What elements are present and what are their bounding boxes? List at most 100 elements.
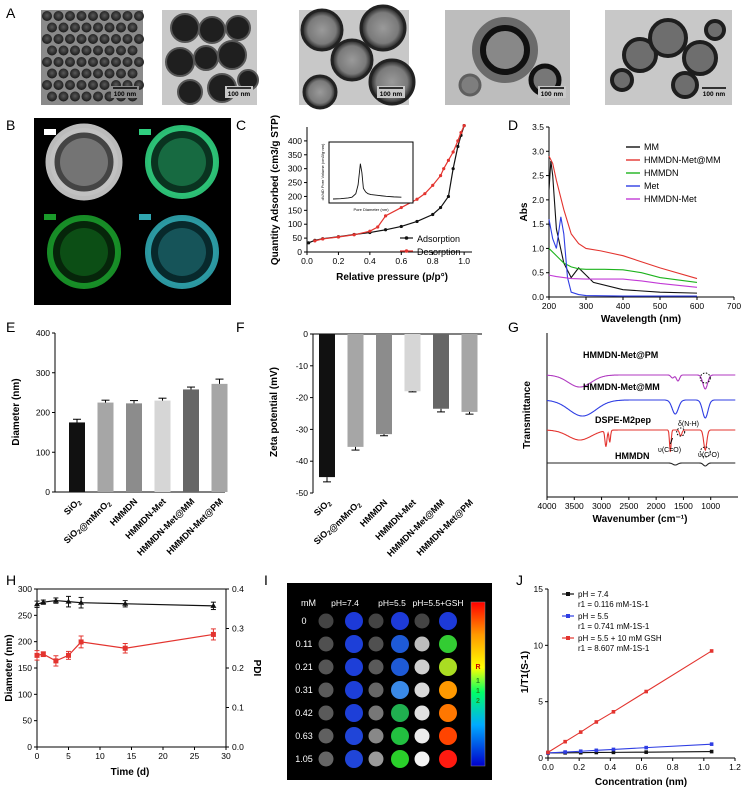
eds-particle-core: [60, 228, 108, 276]
x-tick-label: 1.0: [458, 256, 470, 266]
x-tick-label: HMMDN-Met@PM: [165, 496, 225, 556]
data-point: [546, 750, 550, 755]
phantom-well: [414, 613, 430, 629]
x-tick-label: 0: [35, 751, 40, 761]
x-tick-label: 2000: [647, 501, 666, 511]
nanoparticle: [111, 34, 121, 44]
panel-C-chart: 0.0 0.2 0.4 0.6 0.8 1.0 0 50 100 150 200 250 300 350 4…: [270, 115, 472, 283]
nanoparticle: [58, 22, 69, 33]
y-tick-label: 0: [538, 753, 543, 763]
hollow-nanoparticle: [302, 74, 338, 110]
phantom-well: [391, 704, 409, 722]
nanoparticle: [134, 11, 144, 21]
data-point: [438, 174, 443, 178]
panel-label-G: G: [508, 319, 519, 335]
nanoparticle: [99, 11, 110, 21]
data-point: [122, 600, 129, 606]
nanoparticle: [104, 22, 115, 33]
data-point: [210, 631, 216, 637]
panel-label-I: I: [264, 572, 268, 588]
y-axis-title: Diameter (nm): [4, 634, 15, 701]
annotation-label: δ(N-H): [678, 421, 699, 428]
scale-bar-label: 100 nm: [541, 91, 564, 98]
phantom-well: [391, 658, 409, 676]
panel-label-A: A: [6, 5, 16, 21]
y-tick-label: 0.0: [232, 742, 244, 752]
nanoparticle: [70, 91, 80, 102]
scale-bar-label: 100 nm: [703, 91, 726, 98]
nanoparticle: [225, 15, 251, 41]
condition-label: pH=5.5: [378, 598, 406, 608]
nanoparticle: [76, 34, 87, 44]
phantom-well: [345, 727, 363, 745]
x-tick-label: 0.8: [667, 762, 679, 772]
legend-label: pH = 5.5: [578, 612, 609, 621]
y-axis-title: 1/T1(S-1): [520, 651, 531, 693]
phantom-well: [391, 681, 409, 699]
phantom-well: [318, 705, 334, 721]
nanoparticle: [116, 68, 126, 79]
phantom-well: [318, 728, 334, 744]
series-line-hmmdn-met: [548, 274, 698, 288]
y-tick-label: 1.5: [532, 219, 544, 229]
bar: [97, 402, 114, 492]
nanoparticle: [127, 68, 138, 79]
tem-image-1: 100 nm: [41, 10, 144, 105]
spectrum-line: [546, 399, 736, 419]
y-tick-label: 1.0: [532, 243, 544, 253]
x-tick-label: 3000: [592, 501, 611, 511]
y-tick-label: 350: [288, 150, 302, 160]
x-tick-label: 600: [690, 301, 704, 311]
bar: [154, 400, 171, 492]
nanoparticle: [88, 80, 98, 90]
spectrum-line: [547, 462, 736, 467]
y-tick-label: 10: [534, 640, 544, 650]
y-tick-label: 0: [303, 329, 308, 339]
data-point: [451, 167, 455, 171]
nanoparticle: [65, 80, 75, 90]
hollow-nanoparticle: [330, 38, 374, 82]
legend-label: pH = 7.4: [578, 590, 609, 599]
nanoparticle: [58, 91, 69, 102]
hollow-nanoparticle: [359, 4, 407, 52]
hollow-nanoparticle: [648, 18, 688, 58]
x-tick-label: 25: [190, 751, 200, 761]
y-tick-label: -20: [296, 393, 309, 403]
tem-image-3: 100 nm: [299, 4, 416, 110]
annotation-label: υ(C=O): [658, 447, 681, 454]
colorbar: [470, 601, 486, 767]
nanoparticle: [47, 91, 57, 102]
y-tick-label: 200: [36, 408, 50, 418]
nanoparticle: [76, 80, 87, 90]
data-point: [368, 229, 372, 233]
nanoparticle: [99, 34, 110, 44]
y-tick-label: 50: [23, 716, 33, 726]
phantom-well: [368, 636, 384, 652]
phantom-well: [414, 728, 430, 744]
annotation-circle: [676, 427, 686, 437]
eds-particle-core: [158, 138, 206, 186]
nanoparticle: [65, 11, 75, 21]
x-tick-label: 700: [727, 301, 741, 311]
data-point: [383, 228, 388, 232]
nanoparticle: [42, 80, 52, 90]
nanoparticle: [58, 68, 69, 79]
panel-H-chart: 0 5 10 15 20 25 300501001502002503000.00.10.20…: [4, 584, 262, 778]
series-line-desorption: [314, 125, 465, 242]
x-tick-label: 30: [221, 751, 231, 761]
nanoparticle: [47, 68, 57, 79]
data-point: [52, 597, 59, 603]
axes-frame: [36, 588, 227, 748]
eds-particle-shell: [45, 123, 123, 201]
x-tick-label: 15: [127, 751, 137, 761]
panel-B-eds-maps: [34, 118, 231, 305]
x-tick-label: 1.2: [729, 762, 741, 772]
x-tick-label: 0.6: [636, 762, 648, 772]
phantom-well: [345, 658, 363, 676]
data-point: [415, 219, 419, 224]
x-axis-title: Time (d): [111, 767, 150, 778]
x-tick-label: 10: [95, 751, 105, 761]
x-axis-title: Relative pressure (p/p°): [336, 272, 448, 283]
x-axis-title: Concentration (nm): [595, 777, 687, 787]
